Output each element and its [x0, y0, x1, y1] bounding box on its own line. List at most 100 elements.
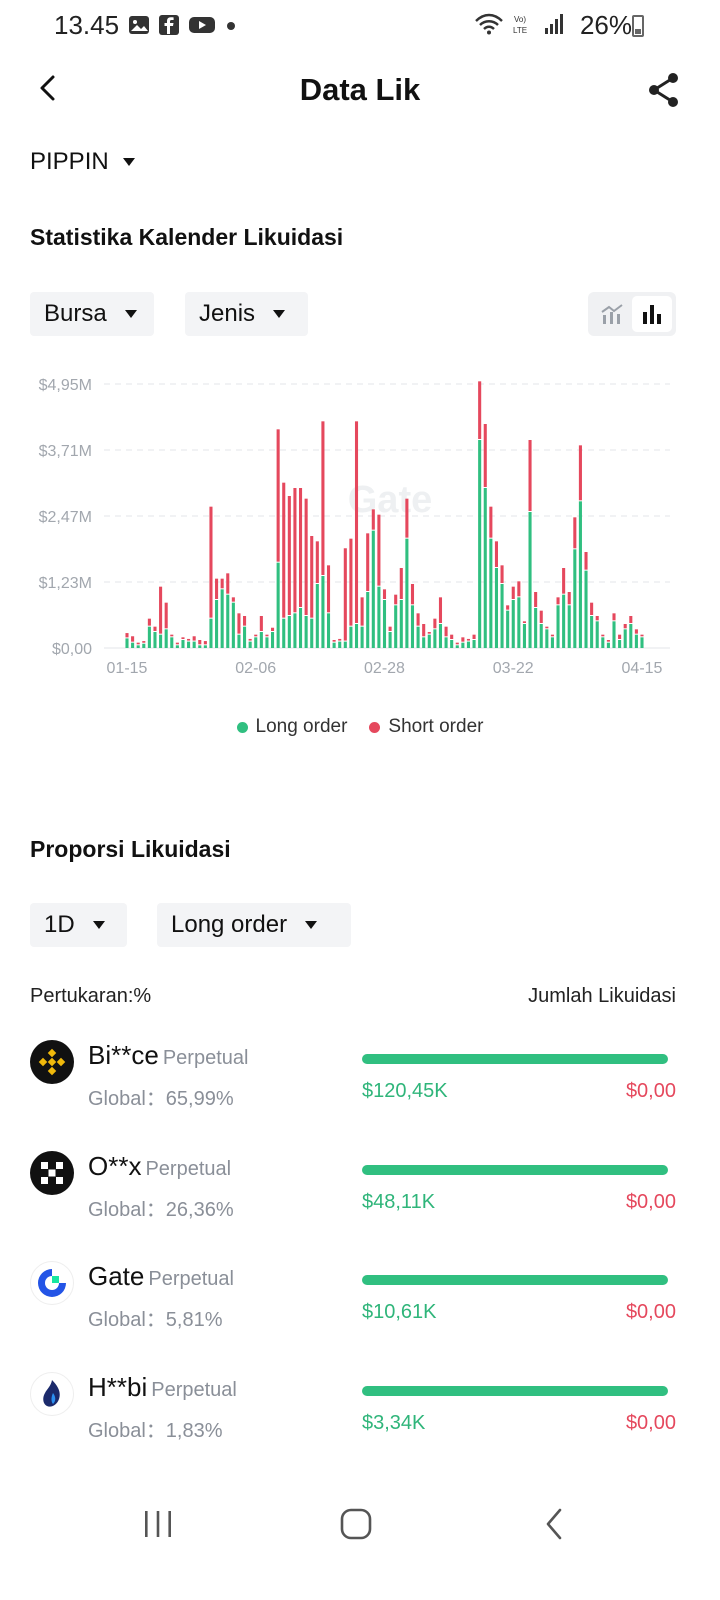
- short-order-bar[interactable]: [153, 626, 157, 631]
- exchange-filter[interactable]: Bursa: [30, 292, 154, 336]
- short-order-bar[interactable]: [343, 548, 347, 641]
- short-order-bar[interactable]: [405, 498, 409, 538]
- long-order-bar[interactable]: [304, 616, 308, 648]
- long-order-bar[interactable]: [522, 624, 526, 648]
- long-order-bar[interactable]: [433, 629, 437, 648]
- long-order-bar[interactable]: [276, 562, 280, 648]
- short-order-bar[interactable]: [388, 626, 392, 631]
- long-order-bar[interactable]: [578, 501, 582, 648]
- short-order-bar[interactable]: [562, 568, 566, 594]
- long-order-bar[interactable]: [640, 637, 644, 648]
- short-order-bar[interactable]: [321, 421, 325, 575]
- long-order-bar[interactable]: [371, 530, 375, 648]
- long-order-bar[interactable]: [315, 584, 319, 648]
- short-order-bar[interactable]: [634, 629, 638, 634]
- long-order-bar[interactable]: [517, 597, 521, 648]
- exchange-row-gate[interactable]: Gate Perpetual Global：5,81% $10,61K $0,00: [0, 1261, 720, 1361]
- long-order-bar[interactable]: [259, 632, 263, 648]
- long-order-bar[interactable]: [332, 642, 336, 648]
- short-order-bar[interactable]: [276, 429, 280, 562]
- period-filter[interactable]: 1D: [30, 903, 127, 947]
- short-order-bar[interactable]: [293, 488, 297, 613]
- long-order-bar[interactable]: [243, 626, 247, 648]
- long-order-bar[interactable]: [545, 629, 549, 648]
- short-order-bar[interactable]: [259, 616, 263, 631]
- short-order-bar[interactable]: [584, 552, 588, 570]
- short-order-bar[interactable]: [394, 594, 398, 605]
- long-order-bar[interactable]: [159, 634, 163, 648]
- long-order-bar[interactable]: [203, 645, 207, 648]
- long-order-bar[interactable]: [534, 608, 538, 648]
- long-order-bar[interactable]: [226, 594, 230, 648]
- short-order-bar[interactable]: [298, 488, 303, 607]
- short-order-bar[interactable]: [371, 509, 375, 530]
- short-order-bar[interactable]: [382, 589, 387, 599]
- long-order-bar[interactable]: [298, 608, 303, 648]
- short-order-bar[interactable]: [489, 506, 493, 538]
- long-order-bar[interactable]: [489, 538, 493, 648]
- long-order-bar[interactable]: [198, 645, 202, 648]
- long-order-bar[interactable]: [483, 488, 487, 648]
- short-order-bar[interactable]: [203, 641, 207, 645]
- short-order-bar[interactable]: [315, 541, 319, 583]
- short-order-bar[interactable]: [338, 638, 342, 641]
- short-order-bar[interactable]: [427, 632, 431, 634]
- long-order-bar[interactable]: [562, 594, 566, 648]
- long-order-bar[interactable]: [181, 640, 185, 648]
- long-order-bar[interactable]: [360, 626, 364, 648]
- long-order-bar[interactable]: [444, 637, 448, 648]
- short-order-bar[interactable]: [360, 597, 364, 626]
- order-type-filter[interactable]: Long order: [157, 903, 351, 947]
- long-order-bar[interactable]: [556, 605, 560, 648]
- short-order-bar[interactable]: [304, 498, 308, 615]
- long-order-bar[interactable]: [394, 605, 398, 648]
- short-order-bar[interactable]: [226, 573, 230, 594]
- short-order-bar[interactable]: [271, 627, 275, 631]
- short-order-bar[interactable]: [466, 638, 471, 641]
- long-order-bar[interactable]: [271, 632, 275, 648]
- short-order-bar[interactable]: [237, 613, 241, 634]
- long-order-bar[interactable]: [399, 600, 403, 648]
- long-order-bar[interactable]: [427, 634, 431, 648]
- short-order-bar[interactable]: [601, 634, 605, 637]
- short-order-bar[interactable]: [422, 624, 426, 637]
- short-order-bar[interactable]: [159, 586, 163, 634]
- short-order-bar[interactable]: [567, 592, 571, 605]
- long-order-bar[interactable]: [254, 637, 258, 648]
- short-order-bar[interactable]: [539, 610, 543, 623]
- long-order-bar[interactable]: [125, 638, 129, 648]
- long-order-bar[interactable]: [338, 641, 342, 648]
- long-order-bar[interactable]: [147, 626, 151, 648]
- short-order-bar[interactable]: [287, 496, 291, 615]
- long-order-bar[interactable]: [153, 632, 157, 648]
- short-order-bar[interactable]: [215, 578, 219, 599]
- long-order-bar[interactable]: [321, 576, 325, 648]
- long-order-bar[interactable]: [455, 645, 459, 648]
- short-order-bar[interactable]: [175, 642, 179, 645]
- short-order-bar[interactable]: [142, 641, 146, 643]
- long-order-bar[interactable]: [164, 629, 168, 648]
- long-order-bar[interactable]: [215, 600, 219, 648]
- long-order-bar[interactable]: [366, 592, 370, 648]
- short-order-bar[interactable]: [590, 602, 594, 615]
- long-order-bar[interactable]: [349, 626, 353, 648]
- short-order-bar[interactable]: [147, 618, 151, 626]
- short-order-bar[interactable]: [494, 541, 498, 567]
- legend-short[interactable]: Short order: [369, 716, 483, 738]
- short-order-bar[interactable]: [310, 536, 314, 618]
- short-order-bar[interactable]: [198, 640, 202, 645]
- long-order-bar[interactable]: [220, 589, 224, 648]
- back-button[interactable]: [28, 68, 68, 108]
- type-filter[interactable]: Jenis: [185, 292, 308, 336]
- long-order-bar[interactable]: [326, 613, 331, 648]
- short-order-bar[interactable]: [506, 605, 510, 610]
- share-button[interactable]: [642, 68, 686, 112]
- short-order-bar[interactable]: [187, 638, 191, 641]
- short-order-bar[interactable]: [472, 634, 476, 639]
- long-order-bar[interactable]: [438, 624, 443, 648]
- long-order-bar[interactable]: [618, 640, 622, 648]
- long-order-bar[interactable]: [209, 618, 213, 648]
- short-order-bar[interactable]: [243, 616, 247, 626]
- long-order-bar[interactable]: [354, 624, 359, 648]
- long-order-bar[interactable]: [478, 440, 482, 648]
